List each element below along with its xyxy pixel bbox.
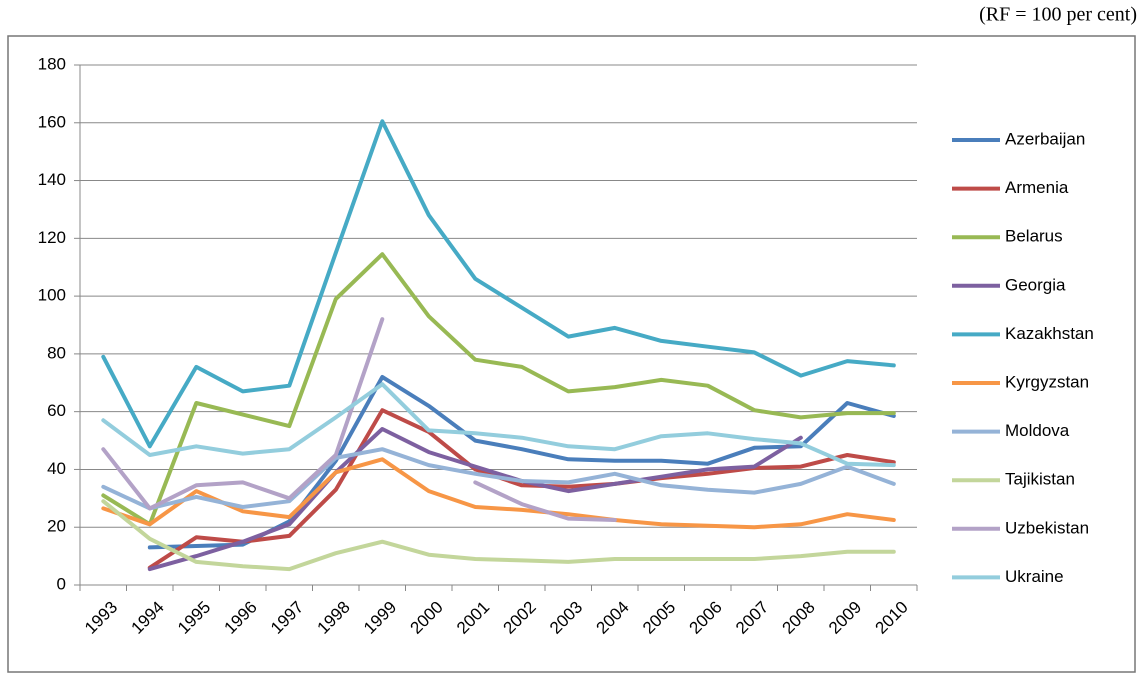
- legend-label: Azerbaijan: [1005, 129, 1085, 148]
- series-line: [101, 457, 896, 530]
- series-line: [147, 427, 803, 572]
- y-tick-label: 180: [38, 54, 66, 73]
- y-tick-label: 160: [38, 112, 66, 131]
- x-tick-label: 1996: [221, 598, 261, 638]
- series-line: [101, 447, 896, 511]
- x-tick-label: 2001: [453, 598, 493, 638]
- x-tick-label: 1997: [267, 598, 307, 638]
- legend-label: Ukraine: [1005, 567, 1064, 586]
- x-tick-label: 2004: [593, 598, 633, 638]
- legend-label: Armenia: [1005, 178, 1069, 197]
- legend-label: Tajikistan: [1005, 470, 1075, 489]
- x-tick-label: 2000: [407, 598, 447, 638]
- legend-label: Uzbekistan: [1005, 518, 1089, 537]
- y-tick-label: 40: [47, 459, 66, 478]
- chart-border: [7, 35, 1136, 673]
- x-tick-label: 1999: [360, 598, 400, 638]
- legend-label: Belarus: [1005, 227, 1063, 246]
- x-tick-label: 2006: [686, 598, 726, 638]
- series-line: [101, 119, 896, 449]
- y-tick-label: 100: [38, 286, 66, 305]
- series-line: [101, 382, 896, 468]
- x-tick-label: 1994: [128, 598, 168, 638]
- legend-label: Kazakhstan: [1005, 324, 1094, 343]
- x-tick-label: 2003: [546, 598, 586, 638]
- y-tick-label: 60: [47, 401, 66, 420]
- series-line: [147, 375, 896, 550]
- y-tick-label: 0: [57, 574, 66, 593]
- legend-label: Moldova: [1005, 421, 1070, 440]
- legend-label: Georgia: [1005, 275, 1066, 294]
- y-tick-label: 120: [38, 228, 66, 247]
- series-line: [101, 499, 896, 572]
- x-tick-label: 2008: [779, 598, 819, 638]
- x-tick-label: 2009: [825, 598, 865, 638]
- x-tick-label: 1995: [174, 598, 214, 638]
- annotation: (RF = 100 per cent): [979, 4, 1137, 26]
- series-line: [147, 408, 896, 570]
- x-tick-label: 2007: [732, 598, 772, 638]
- legend-label: Kyrgyzstan: [1005, 372, 1089, 391]
- x-tick-label: 2010: [872, 598, 912, 638]
- x-tick-label: 2005: [639, 598, 679, 638]
- y-tick-label: 20: [47, 517, 66, 536]
- y-tick-label: 80: [47, 343, 66, 362]
- y-tick-label: 140: [38, 170, 66, 189]
- x-tick-label: 1998: [314, 598, 354, 638]
- x-tick-label: 1993: [81, 598, 121, 638]
- x-tick-label: 2002: [500, 598, 540, 638]
- series-line: [101, 252, 896, 527]
- series-line: [101, 317, 617, 522]
